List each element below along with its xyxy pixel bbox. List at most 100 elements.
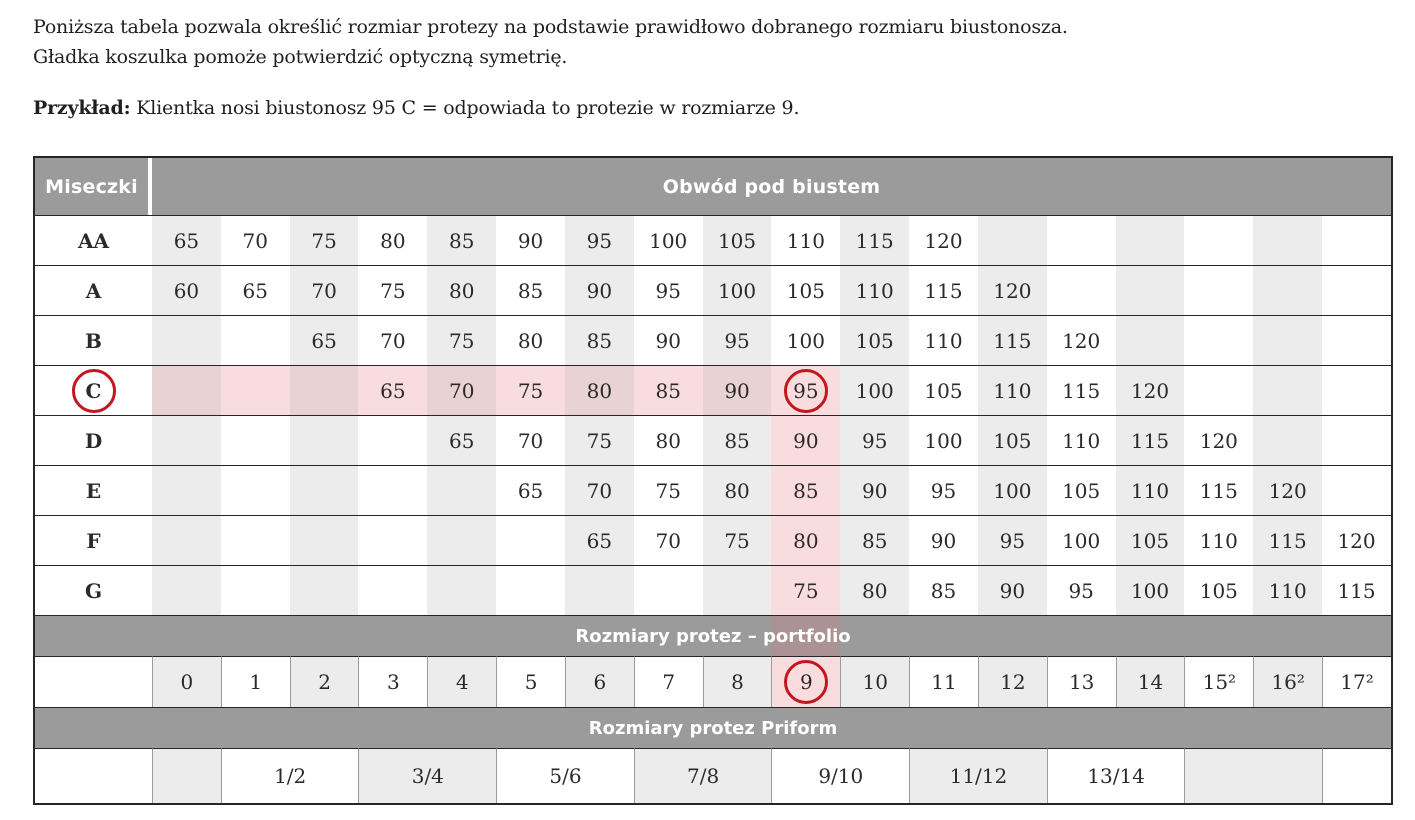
portfolio-size-1: 1 — [220, 656, 290, 707]
cell-C-8: 90 — [702, 365, 772, 415]
cell-D-12: 105 — [977, 415, 1047, 465]
size-table: Miseczki Obwód pod biustem AA 65 70 75 80 85 9… — [33, 156, 1393, 805]
cell-D-16 — [1253, 415, 1323, 465]
portfolio-size-10: 10 — [840, 656, 910, 707]
cell-E-17 — [1322, 465, 1391, 515]
cell-A-4: 80 — [427, 265, 497, 315]
portfolio-size-5: 5 — [496, 656, 565, 707]
cell-E-11: 95 — [909, 465, 978, 515]
cell-E-4 — [427, 465, 497, 515]
cell-E-3 — [358, 465, 428, 515]
cell-A-5: 85 — [496, 265, 565, 315]
priform-empty-9 — [1322, 748, 1391, 803]
cell-B-11: 110 — [909, 315, 978, 365]
cell-AA-11: 120 — [909, 215, 978, 265]
cell-G-13: 95 — [1046, 565, 1116, 615]
cell-B-7: 90 — [633, 315, 703, 365]
cell-G-12: 90 — [977, 565, 1047, 615]
red-circle: 95 — [783, 368, 828, 413]
cell-A-9: 105 — [771, 265, 841, 315]
priform-size-7-8: 7/8 — [633, 748, 772, 803]
example-text: Klientka nosi biustonosz 95 C = odpowiad… — [130, 97, 800, 119]
cell-AA-10: 115 — [840, 215, 910, 265]
priform-size-9-10: 9/10 — [771, 748, 910, 803]
cell-A-7: 95 — [633, 265, 703, 315]
cup-row-E: E 65 70 75 80 85 90 95 100 105 110 115 120 — [35, 465, 1391, 515]
cell-B-6: 85 — [564, 315, 634, 365]
cell-AA-9: 110 — [771, 215, 841, 265]
intro-line-2: Gładka koszulka pomoże potwierdzić optyc… — [33, 46, 568, 68]
cell-D-8: 85 — [702, 415, 772, 465]
cell-A-8: 100 — [702, 265, 772, 315]
cell-B-12: 115 — [977, 315, 1047, 365]
cell-C-17 — [1322, 365, 1391, 415]
corner-header-miseczki: Miseczki — [35, 158, 152, 215]
cell-C-16 — [1253, 365, 1323, 415]
portfolio-size-3: 3 — [358, 656, 428, 707]
cell-B-13: 120 — [1046, 315, 1116, 365]
priform-empty-0 — [152, 748, 221, 803]
cell-C-2 — [289, 365, 359, 415]
cell-G-15: 105 — [1184, 565, 1254, 615]
cup-label-D: D — [35, 415, 152, 465]
cup-label-E: E — [35, 465, 152, 515]
cell-F-12: 95 — [977, 515, 1047, 565]
intro-paragraph: Poniższa tabela pozwala określić rozmiar… — [33, 12, 1415, 72]
cell-AA-12 — [977, 215, 1047, 265]
cell-G-3 — [358, 565, 428, 615]
cell-E-10: 90 — [840, 465, 910, 515]
cell-D-9: 90 — [771, 415, 841, 465]
portfolio-size-2: 2 — [289, 656, 359, 707]
cell-F-1 — [220, 515, 290, 565]
cell-D-3 — [358, 415, 428, 465]
cell-F-6: 65 — [564, 515, 634, 565]
cell-D-2 — [289, 415, 359, 465]
portfolio-size-8: 8 — [702, 656, 772, 707]
priform-size-1-2: 1/2 — [220, 748, 359, 803]
cell-F-17: 120 — [1322, 515, 1391, 565]
portfolio-size-4: 4 — [427, 656, 497, 707]
cup-row-F: F 65 70 75 80 85 90 95 100 105 110 115 120 — [35, 515, 1391, 565]
cell-B-10: 105 — [840, 315, 910, 365]
cell-C-11: 105 — [909, 365, 978, 415]
cell-A-0: 60 — [152, 265, 221, 315]
cell-AA-7: 100 — [633, 215, 703, 265]
cell-G-0 — [152, 565, 221, 615]
priform-size-13-14: 13/14 — [1046, 748, 1185, 803]
cell-E-15: 115 — [1184, 465, 1254, 515]
cell-C-4: 70 — [427, 365, 497, 415]
cell-C-15 — [1184, 365, 1254, 415]
portfolio-size-17²: 17² — [1322, 656, 1391, 707]
priform-header-cell: Rozmiary protez Priform — [35, 707, 1391, 748]
cell-AA-3: 80 — [358, 215, 428, 265]
cell-AA-4: 85 — [427, 215, 497, 265]
cell-AA-15 — [1184, 215, 1254, 265]
table-header-row: Miseczki Obwód pod biustem — [35, 158, 1391, 215]
cell-B-0 — [152, 315, 221, 365]
cell-A-3: 75 — [358, 265, 428, 315]
cell-A-15 — [1184, 265, 1254, 315]
cell-F-8: 75 — [702, 515, 772, 565]
priform-sizes-row: 1/2 3/4 5/6 7/8 9/10 11/12 13/14 — [35, 748, 1391, 803]
cell-D-14: 115 — [1115, 415, 1185, 465]
cup-label-B: B — [35, 315, 152, 365]
cell-G-11: 85 — [909, 565, 978, 615]
cell-C-5: 75 — [496, 365, 565, 415]
cell-G-7 — [633, 565, 703, 615]
cell-F-4 — [427, 515, 497, 565]
portfolio-size-9: 9 — [771, 656, 841, 707]
cell-AA-17 — [1322, 215, 1391, 265]
cell-B-9: 100 — [771, 315, 841, 365]
cell-G-9: 75 — [771, 565, 841, 615]
portfolio-size-13: 13 — [1046, 656, 1116, 707]
cell-E-0 — [152, 465, 221, 515]
cell-F-15: 110 — [1184, 515, 1254, 565]
cell-A-13 — [1046, 265, 1116, 315]
cup-label-F: F — [35, 515, 152, 565]
cell-E-12: 100 — [977, 465, 1047, 515]
cell-B-8: 95 — [702, 315, 772, 365]
cell-E-9: 85 — [771, 465, 841, 515]
cell-D-13: 110 — [1046, 415, 1116, 465]
cell-D-1 — [220, 415, 290, 465]
cell-C-0 — [152, 365, 221, 415]
